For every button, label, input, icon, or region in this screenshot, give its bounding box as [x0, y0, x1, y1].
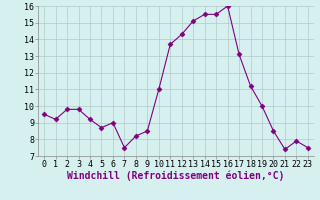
X-axis label: Windchill (Refroidissement éolien,°C): Windchill (Refroidissement éolien,°C)	[67, 171, 285, 181]
